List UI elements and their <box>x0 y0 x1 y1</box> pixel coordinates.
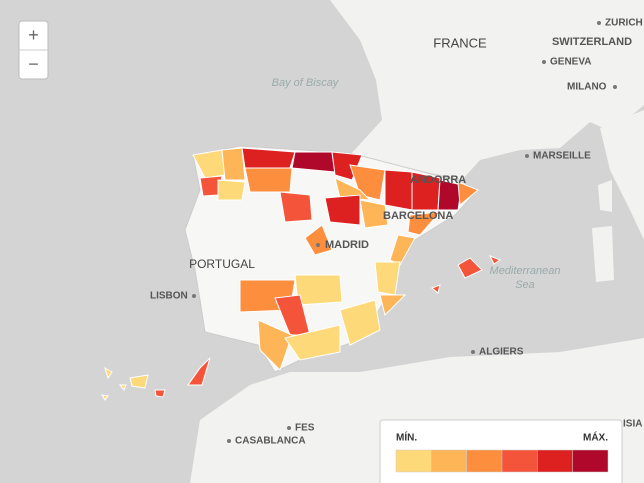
city-label: ZURICH <box>605 18 643 29</box>
region <box>437 179 463 211</box>
region <box>359 199 389 229</box>
region <box>241 147 296 169</box>
region <box>431 255 502 294</box>
zoom-out[interactable]: − <box>28 54 39 74</box>
country-label: ANDORRA <box>410 174 466 186</box>
legend-swatch <box>501 449 538 473</box>
region <box>257 319 293 371</box>
city-dot <box>287 426 291 430</box>
region <box>379 294 407 316</box>
region <box>304 224 333 256</box>
legend-swatch <box>572 449 609 473</box>
city-label: MARSEILLE <box>533 151 591 162</box>
country-label: SWITZERLAND <box>552 36 632 48</box>
region <box>291 151 336 173</box>
legend-swatch <box>537 449 573 473</box>
city-dot <box>525 154 529 158</box>
region <box>457 181 479 206</box>
legend-swatch <box>395 449 432 473</box>
legend-swatch <box>431 449 467 473</box>
region <box>279 191 313 223</box>
region <box>384 169 413 211</box>
city-label: CASABLANCA <box>235 436 306 447</box>
zoom-in[interactable]: + <box>28 25 39 45</box>
city-dot <box>597 21 601 25</box>
region <box>374 261 401 296</box>
region <box>101 366 149 401</box>
water-label: Sea <box>515 279 535 291</box>
region <box>217 179 246 201</box>
water-label: Mediterranean <box>490 265 561 277</box>
region <box>457 257 483 279</box>
legend: MÍN. MÁX. <box>379 419 623 483</box>
region <box>244 167 293 193</box>
city-label: FES <box>295 423 315 434</box>
country-label: FRANCE <box>433 35 487 50</box>
legend-max: MÁX. <box>583 431 608 444</box>
city-label: BARCELONA <box>383 210 453 222</box>
city-dot <box>613 85 617 89</box>
country-label: PORTUGAL <box>189 257 255 271</box>
city-dot <box>227 439 231 443</box>
city-label: MILANO <box>567 82 607 93</box>
land-islands <box>592 180 614 282</box>
city-dot <box>192 294 196 298</box>
legend-min: MÍN. <box>396 431 417 444</box>
land-italy <box>600 110 644 240</box>
land-europe <box>330 0 644 180</box>
region <box>334 177 372 201</box>
city-dot <box>542 60 546 64</box>
region <box>221 147 246 181</box>
legend-swatch <box>466 449 503 473</box>
region <box>294 274 343 306</box>
city-label: GENEVA <box>550 57 592 68</box>
region <box>284 324 341 361</box>
region <box>324 194 361 226</box>
city-dot <box>471 350 475 354</box>
country-label: ISIA <box>623 419 642 430</box>
water-label: Bay of Biscay <box>272 77 340 89</box>
region <box>339 299 381 346</box>
city-label: ALGIERS <box>479 347 524 358</box>
city-dot <box>316 243 320 247</box>
city-label: LISBON <box>150 291 188 302</box>
region <box>407 211 442 236</box>
zoom-control: + − <box>18 20 49 80</box>
region <box>154 357 211 398</box>
city-label: MADRID <box>325 239 369 251</box>
